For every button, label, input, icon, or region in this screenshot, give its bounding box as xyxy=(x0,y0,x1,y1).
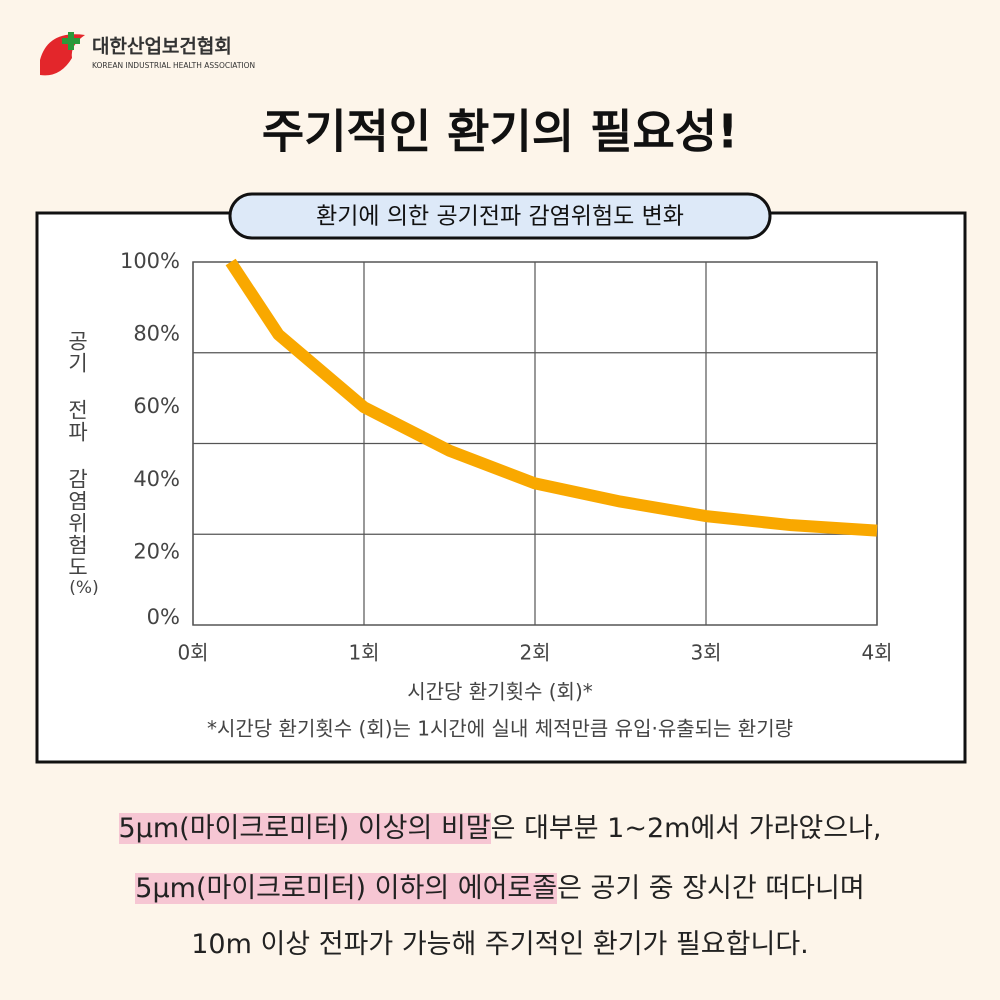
y-axis-label: 공기 전파 감염위험도 xyxy=(65,330,89,578)
y-tick-label: 80% xyxy=(133,322,180,346)
x-tick-label: 2회 xyxy=(519,641,550,665)
footer-line: 10m 이상 전파가 가능해 주기적인 환기가 필요합니다. xyxy=(0,922,1000,961)
y-tick-label: 20% xyxy=(133,539,180,563)
logo-cross xyxy=(62,32,80,50)
plot: 0회 1회 2회 3회 4회 0% 20% 40% 60% 80% 100% xyxy=(120,249,893,665)
chart-frame xyxy=(35,211,967,764)
highlight: 5µm(마이크로미터) 이상의 비말 xyxy=(118,813,491,844)
x-tick-label: 3회 xyxy=(690,641,721,665)
chart-title-pill xyxy=(228,192,772,240)
text: 은 대부분 1~2m에서 가라앉으나, xyxy=(490,813,882,844)
org-name: 대한산업보건협회 xyxy=(92,36,232,58)
highlight: 5µm(마이크로미터) 이하의 에어로졸 xyxy=(135,873,558,904)
x-tick-label: 0회 xyxy=(177,641,208,665)
org-name-en: KOREAN INDUSTRIAL HEALTH ASSOCIATION xyxy=(92,61,255,70)
x-axis-label: 시간당 환기횟수 (회)* xyxy=(407,680,593,704)
y-tick-label: 60% xyxy=(133,394,180,418)
footer-line: 5µm(마이크로미터) 이하의 에어로졸은 공기 중 장시간 떠다니며 xyxy=(0,866,1000,905)
text: 10m 이상 전파가 가능해 주기적인 환기가 필요합니다. xyxy=(191,929,809,960)
x-tick-label: 4회 xyxy=(861,641,892,665)
line xyxy=(225,258,878,537)
x-tick-label: 1회 xyxy=(348,641,379,665)
canvas: 대한산업보건협회 KOREAN INDUSTRIAL HEALTH ASSOCI… xyxy=(35,32,967,764)
chart-title: 환기에 의한 공기전파 감염위험도 변화 xyxy=(316,204,684,230)
footer-line: 5µm(마이크로미터) 이상의 비말은 대부분 1~2m에서 가라앉으나, xyxy=(0,806,1000,845)
y-tick-label: 40% xyxy=(133,467,180,491)
page-title: 주기적인 환기의 필요성! xyxy=(262,105,738,159)
y-tick-label: 100% xyxy=(120,249,180,273)
y-unit: (%) xyxy=(69,578,98,598)
text: 은 공기 중 장시간 떠다니며 xyxy=(557,873,865,904)
chart-note: *시간당 환기횟수 (회)는 1시간에 실내 체적만큼 유입·유출되는 환기량 xyxy=(207,717,793,741)
y-tick-label: 0% xyxy=(147,605,180,629)
